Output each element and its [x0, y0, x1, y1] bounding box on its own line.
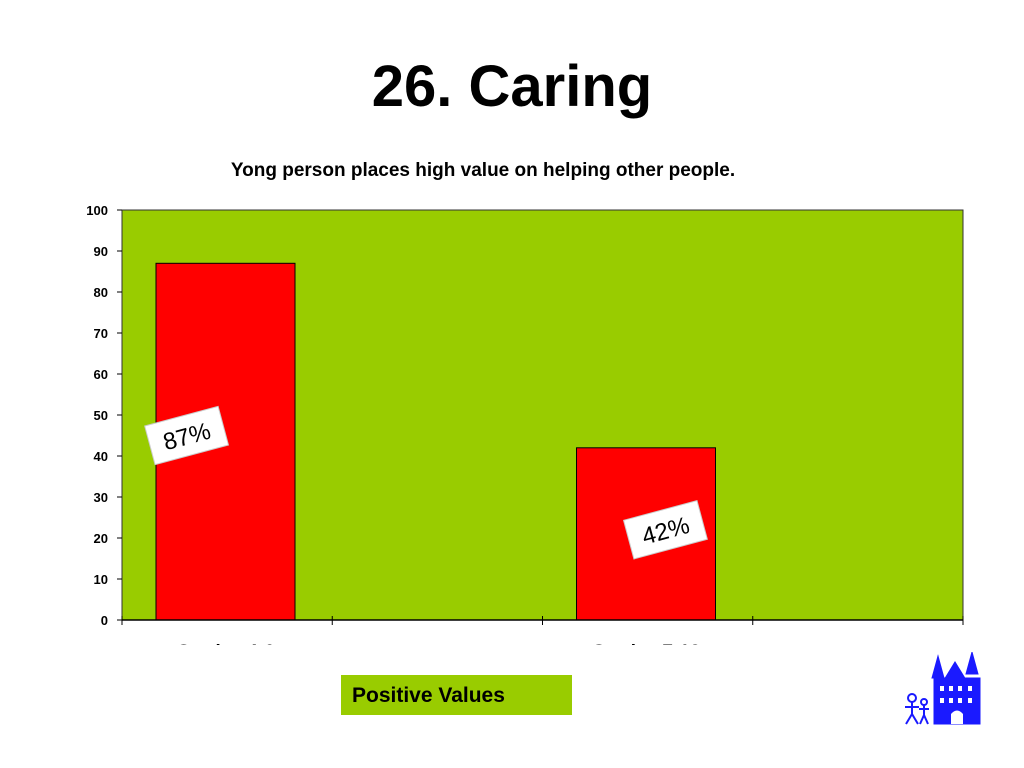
x-category-label: Grades 4-6	[176, 642, 274, 645]
legend-item: Positive Values	[341, 675, 572, 715]
x-axis-labels: Grades 4-6 Grades 7-12	[176, 642, 700, 645]
y-tick-label: 60	[94, 367, 108, 382]
y-tick-label: 70	[94, 326, 108, 341]
data-label: 42%	[622, 500, 708, 560]
y-tick-label: 0	[101, 613, 108, 628]
y-tick-label: 100	[86, 203, 108, 218]
y-tick-label: 20	[94, 531, 108, 546]
y-tick-label: 40	[94, 449, 108, 464]
y-tick-label: 80	[94, 285, 108, 300]
y-tick-label: 30	[94, 490, 108, 505]
data-labels: 87% 42%	[144, 405, 708, 560]
y-tick-label: 90	[94, 244, 108, 259]
data-label-box	[144, 405, 230, 466]
x-category-label: Grades 7-12	[592, 642, 701, 645]
y-tick-label: 10	[94, 572, 108, 587]
bars	[155, 262, 716, 621]
x-axis	[121, 616, 964, 625]
chart-title: Yong person places high value on helping…	[230, 160, 736, 181]
y-tick-label: 50	[94, 408, 108, 423]
y-axis: 0 10 20 30 40 50 60 70 80 90 100	[86, 203, 122, 628]
castle-icon	[905, 652, 981, 725]
slide-title: 26. Caring	[371, 54, 653, 119]
data-label: 87%	[144, 405, 230, 466]
legend-label: Positive Values	[352, 684, 505, 707]
data-label-box	[622, 500, 708, 560]
